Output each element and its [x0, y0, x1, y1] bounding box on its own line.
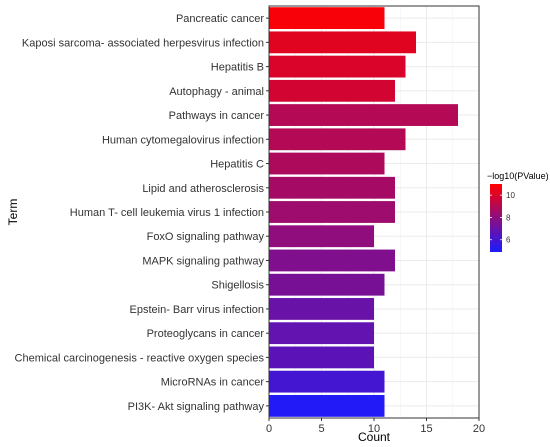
- bar: [269, 152, 385, 175]
- bar: [269, 104, 458, 126]
- y-tick-label: PI3K- Akt signaling pathway: [128, 401, 265, 413]
- bar: [269, 55, 406, 78]
- legend-tick-label: 8: [506, 213, 511, 222]
- x-tick-label: 10: [368, 423, 380, 435]
- y-tick-label: MAPK signaling pathway: [142, 255, 264, 267]
- y-tick-label: Hepatitis C: [210, 159, 264, 171]
- y-tick-label: Pancreatic cancer: [176, 13, 264, 25]
- legend: −log10(PValue) 6 8 10: [487, 171, 549, 252]
- bar: [269, 31, 416, 54]
- x-tick-label: 0: [266, 423, 272, 435]
- bar: [269, 225, 374, 248]
- x-axis-title: Count: [358, 430, 391, 444]
- x-axis: 0 5 10 15 20: [266, 418, 485, 435]
- bar: [269, 394, 385, 417]
- y-tick-label: FoxO signaling pathway: [147, 231, 265, 243]
- y-tick-label: Lipid and atherosclerosis: [142, 183, 264, 195]
- bar: [269, 249, 395, 272]
- legend-title: −log10(PValue): [487, 171, 549, 181]
- y-tick-label: Proteoglycans in cancer: [147, 328, 265, 340]
- bar: [269, 128, 406, 151]
- legend-tick-label: 6: [506, 236, 511, 245]
- y-axis-title: Term: [6, 199, 20, 226]
- y-tick-label: Human T- cell leukemia virus 1 infection: [70, 207, 264, 219]
- bar: [269, 7, 385, 30]
- y-tick-label: MicroRNAs in cancer: [161, 377, 265, 389]
- y-tick-label: Pathways in cancer: [169, 110, 265, 122]
- y-tick-label: Kaposi sarcoma- associated herpesvirus i…: [22, 37, 264, 49]
- bar: [269, 298, 374, 320]
- y-tick-label: Hepatitis B: [211, 62, 264, 74]
- x-tick-label: 15: [420, 423, 432, 435]
- bar: [269, 79, 395, 102]
- y-tick-label: Epstein- Barr virus infection: [130, 304, 265, 316]
- bar: [269, 322, 374, 345]
- bar: [269, 370, 385, 393]
- y-tick-label: Human cytomegalovirus infection: [102, 134, 264, 146]
- bar: [269, 201, 395, 223]
- y-tick-label: Chemical carcinogenesis - reactive oxyge…: [15, 352, 265, 364]
- y-tick-label: Autophagy - animal: [169, 86, 264, 98]
- x-tick-label: 5: [318, 423, 324, 435]
- bar: [269, 346, 374, 369]
- legend-colorbar: [490, 184, 502, 252]
- bars: [269, 7, 458, 417]
- bar: [269, 176, 395, 199]
- bar: [269, 273, 385, 296]
- y-axis: Pancreatic cancer Kaposi sarcoma- associa…: [15, 13, 269, 413]
- legend-tick-label: 10: [506, 191, 515, 200]
- y-tick-label: Shigellosis: [211, 280, 264, 292]
- x-tick-label: 20: [473, 423, 485, 435]
